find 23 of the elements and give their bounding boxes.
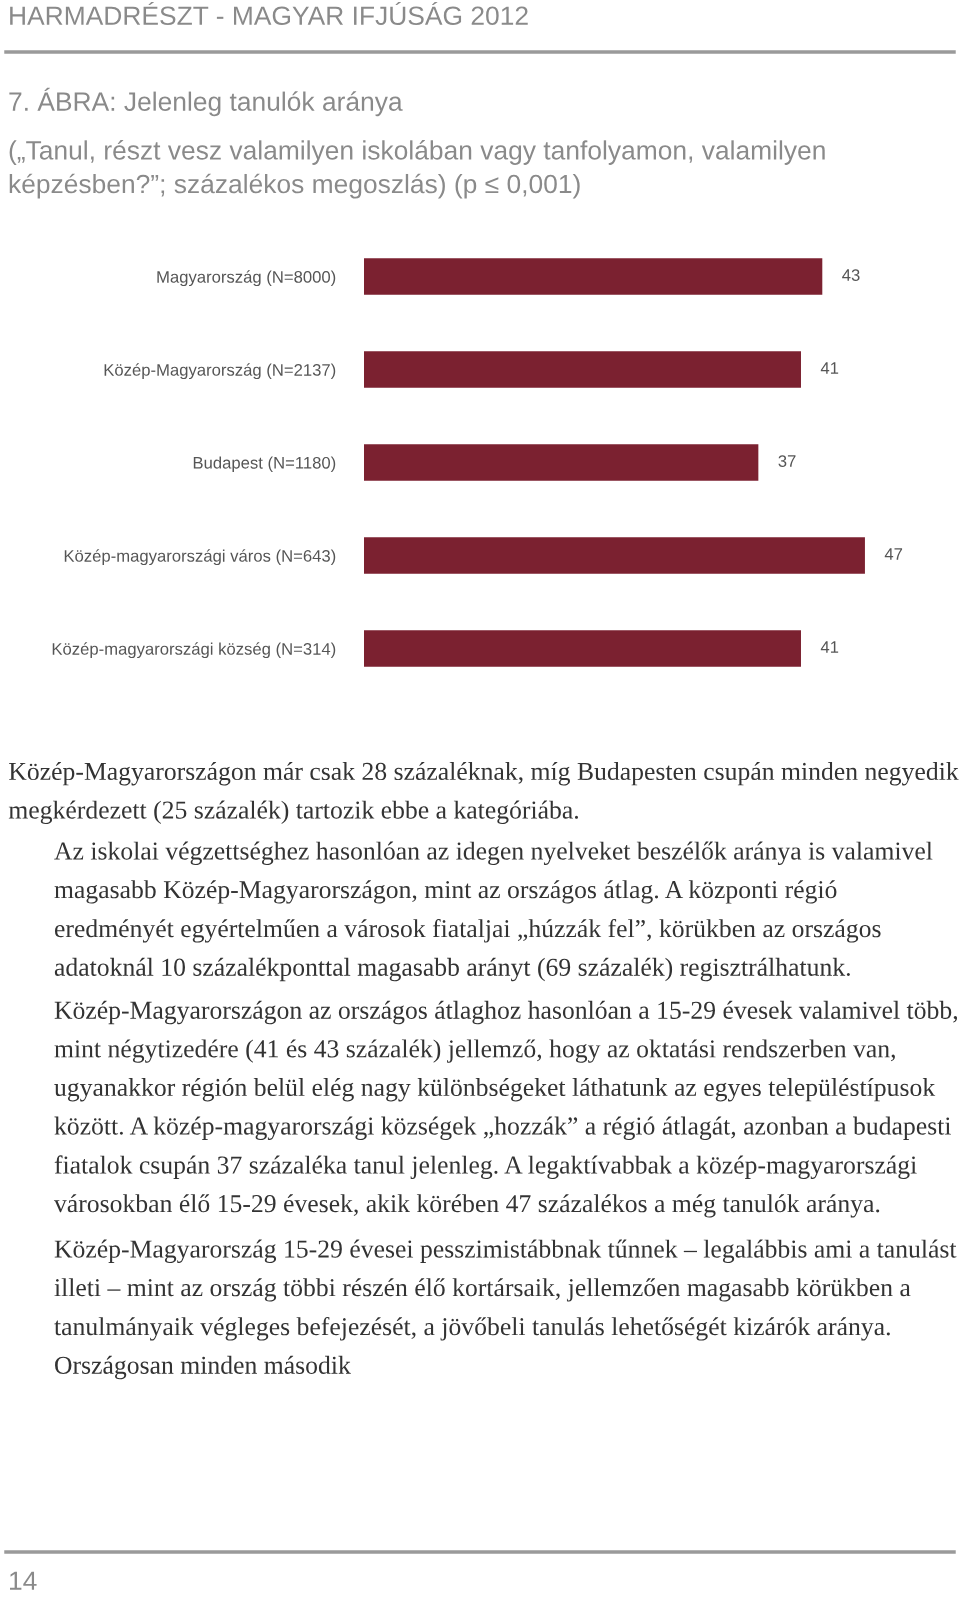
bar <box>364 258 823 295</box>
text: Közép-Magyarország 15-29 évesei pesszimistábbnak tűnnek – legalábbis ami a tanulást illeti – mint az ország többi részén élő kortársaik, jellemzően magasabb körükben a tanulmányaik végleges befejezését, a jövőbeli tanulás lehetőségét kizárók aránya. Országosan minden második <box>54 1239 957 1380</box>
data-label: 37 <box>778 455 796 467</box>
y-tick-label: Budapest (N=1180) <box>193 456 336 472</box>
text: HARMADRÉSZT - MAGYAR IFJÚSÁG 2012 <box>10 1 528 26</box>
y-tick-label: Közép-magyarországi község (N=314) <box>52 642 336 659</box>
data-label: 47 <box>884 548 903 560</box>
text: Közép-Magyarországon az országos átlaghoz hasonlóan a 15-29 évesek valamivel több, mint négytizedére (41 és 43 százalék) jellemző, hogy az oktatási rendszerben van, ugyanakkor régión belül elég nagy különbségeket láthatunk az egyes településtípusok között. A közép-magyarországi községek „hozzák” a régió átlagát, azonban a budapesti fiatalok csupán 37 százaléka tanul jelenleg. A legaktívabbak a közép-magyarországi városokban élő 15-29 évesek, akik körében 47 százalékos a még tanulók aránya. <box>53 1000 958 1218</box>
bar <box>364 630 801 667</box>
text: Közép-Magyarországon már csak 28 százaléknak, míg Budapesten csupán minden negyedik megkérdezett (25 százalék) tartozik ebbe a kategóriába. <box>8 762 959 825</box>
text: Az iskolai végzettséghez hasonlóan az idegen nyelveket beszélők aránya is valamivel magasabb Közép-Magyarországon, mint az országos átlag. A központi régió eredményét egyértelműen a városok fiataljai „húzzák fel”, körükben az országos adatoknál 10 százalékponttal magasabb arányt (69 százalék) regisztrálhatunk. <box>54 841 933 982</box>
bar <box>364 351 801 388</box>
data-label: 41 <box>820 362 839 374</box>
data-label: 43 <box>842 269 860 281</box>
y-tick-label: Közép-Magyarország (N=2137) <box>104 363 336 380</box>
chart-title: 7. ÁBRA: Jelenleg tanulók aránya <box>9 87 403 117</box>
bar <box>364 537 865 574</box>
y-tick-label: Közép-magyarországi város (N=643) <box>64 549 336 566</box>
y-tick-label: Magyarország (N=8000) <box>157 270 336 287</box>
bar <box>364 444 759 481</box>
chart-subtitle: („Tanul, részt vesz valamilyen iskolában vagy tanfolyamon, valamilyen képzésben?”; százalékos megoszlás) (p ≤ 0,001) <box>9 140 825 199</box>
text: 14 <box>10 1571 37 1590</box>
data-label: 41 <box>820 641 839 653</box>
